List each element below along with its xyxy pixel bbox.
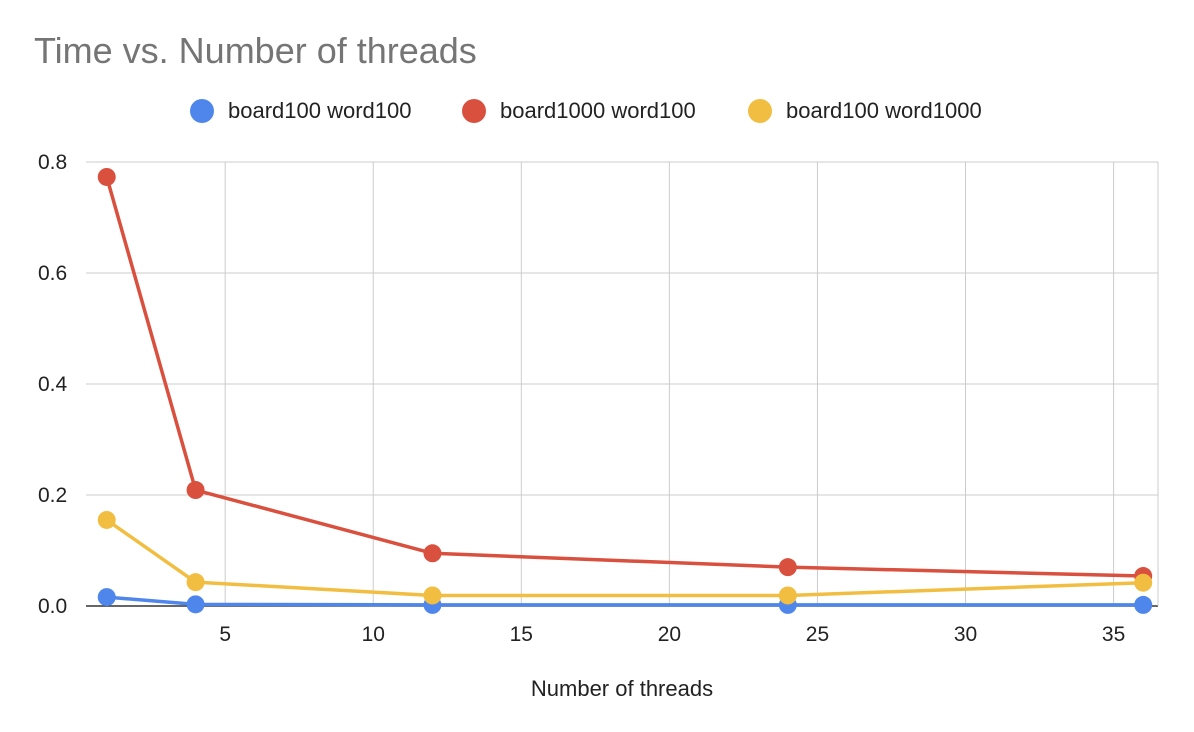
legend-label-series-1: board100 word100 [228, 98, 412, 123]
data-point-series-2[interactable] [97, 167, 116, 186]
data-point-series-3[interactable] [97, 510, 116, 529]
legend-item-series-2[interactable]: board1000 word100 [462, 94, 696, 128]
legend-marker-series-3 [748, 99, 772, 123]
x-tick-label: 15 [510, 623, 533, 646]
y-tick-label: 0.6 [38, 262, 67, 285]
data-point-series-1[interactable] [186, 595, 205, 614]
legend-item-series-1[interactable]: board100 word100 [190, 94, 411, 128]
legend-marker-series-1 [190, 99, 214, 123]
x-tick-label: 20 [658, 623, 681, 646]
series-line-2 [105, 176, 1144, 578]
y-tick-label: 0.2 [38, 484, 67, 507]
data-point-series-1[interactable] [1134, 595, 1153, 614]
legend-label-series-3: board100 word1000 [786, 98, 982, 123]
x-tick-label: 30 [954, 623, 977, 646]
x-tick-label: 35 [1102, 623, 1125, 646]
data-point-series-2[interactable] [186, 481, 205, 500]
legend-label-series-2: board1000 word100 [500, 98, 696, 123]
legend: board100 word100 board1000 word100 board… [0, 94, 1194, 128]
data-point-series-2[interactable] [778, 558, 797, 577]
data-point-series-3[interactable] [778, 586, 797, 605]
legend-marker-series-2 [462, 99, 486, 123]
chart-title: Time vs. Number of threads [34, 30, 477, 71]
data-point-series-3[interactable] [1134, 573, 1153, 592]
data-point-series-2[interactable] [423, 544, 442, 563]
x-axis-title: Number of threads [530, 676, 714, 701]
series-line-1 [106, 595, 1144, 607]
data-point-series-3[interactable] [423, 586, 442, 605]
series-line-3 [105, 518, 1144, 598]
data-point-series-1[interactable] [97, 588, 116, 607]
x-tick-label: 25 [806, 623, 829, 646]
y-tick-label: 0.8 [38, 151, 67, 174]
y-tick-label: 0.4 [38, 373, 68, 396]
x-tick-label: 5 [219, 623, 231, 646]
data-point-series-3[interactable] [186, 573, 205, 592]
legend-item-series-3[interactable]: board100 word1000 [748, 94, 982, 128]
x-tick-label: 10 [362, 623, 385, 646]
y-tick-label: 0.0 [38, 595, 67, 618]
